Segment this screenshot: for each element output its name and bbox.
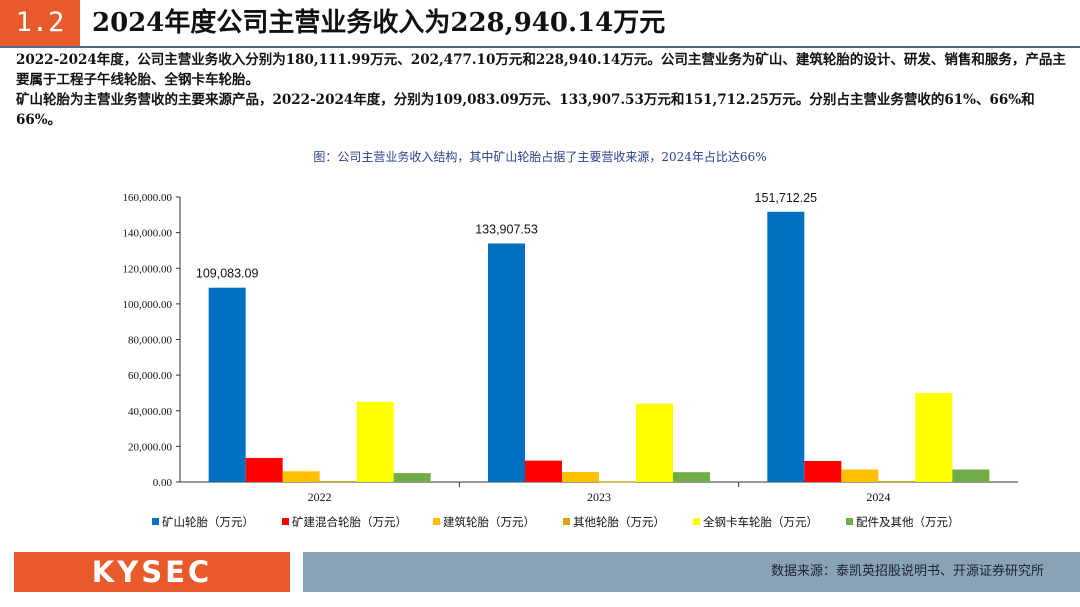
bar-2023-series-1 [525, 460, 562, 482]
data-label: 151,712.25 [755, 191, 818, 205]
legend-label: 配件及其他（万元） [856, 515, 960, 529]
y-tick-label: 120,000.00 [123, 263, 173, 275]
data-label: 133,907.53 [475, 222, 538, 236]
page-title: 2024年度公司主营业务收入为228,940.14万元 [92, 8, 666, 38]
bar-2022-series-1 [245, 457, 283, 482]
legend-swatch [152, 518, 159, 525]
bar-2022-series-2 [282, 471, 320, 482]
section-number: 1.2 [0, 0, 80, 46]
x-tick-label: 2022 [308, 490, 332, 504]
kysec-logo: KYSEC [14, 552, 290, 592]
legend-swatch [282, 518, 289, 525]
legend-label: 全钢卡车轮胎（万元） [703, 515, 818, 529]
bar-2023-series-0 [488, 243, 525, 482]
bar-2022-series-5 [393, 473, 431, 482]
bar-2023-series-4 [636, 403, 673, 482]
bar-2023-series-3 [599, 481, 636, 483]
body-paragraph-2: 矿山轮胎为主营业务营收的主要来源产品，2022-2024年度，分别为109,08… [16, 92, 1035, 128]
y-tick-label: 160,000.00 [123, 192, 173, 204]
bar-2023-series-5 [673, 472, 710, 482]
legend-swatch [433, 518, 440, 525]
bar-2024-series-1 [804, 460, 842, 482]
footer-bar: 数据来源：泰凯英招股说明书、开源证券研究所 [303, 552, 1080, 592]
bar-2024-series-4 [915, 392, 953, 482]
legend-label: 矿建混合轮胎（万元） [292, 515, 407, 529]
figure-caption: 图：公司主营业务收入结构，其中矿山轮胎占据了主要营收来源，2024年占比达66% [313, 150, 767, 164]
x-tick-label: 2023 [587, 490, 611, 504]
bar-2024-series-3 [878, 481, 916, 483]
data-source: 数据来源：泰凯英招股说明书、开源证券研究所 [770, 564, 1044, 579]
body-paragraph-1: 2022-2024年度，公司主营业务收入分别为180,111.99万元、202,… [16, 52, 1066, 88]
bar-2024-series-0 [767, 211, 805, 482]
legend-swatch [563, 518, 570, 525]
bar-2022-series-4 [356, 401, 394, 482]
y-tick-label: 80,000.00 [128, 335, 173, 347]
legend-label: 建筑轮胎（万元） [443, 515, 535, 529]
bar-2024-series-5 [952, 469, 990, 482]
legend-label: 矿山轮胎（万元） [162, 515, 254, 529]
x-tick-label: 2024 [866, 490, 890, 504]
y-tick-label: 0.00 [153, 477, 173, 489]
bar-2024-series-2 [841, 469, 879, 482]
y-tick-label: 100,000.00 [123, 299, 173, 311]
bar-2022-series-3 [319, 481, 357, 483]
y-tick-label: 20,000.00 [128, 441, 173, 453]
body-text: 2022-2024年度，公司主营业务收入分别为180,111.99万元、202,… [16, 50, 1068, 130]
y-tick-label: 40,000.00 [128, 406, 173, 418]
data-label: 109,083.09 [196, 267, 259, 281]
legend-swatch [693, 518, 700, 525]
header: 1.2 2024年度公司主营业务收入为228,940.14万元 [0, 0, 1080, 46]
legend-swatch [846, 518, 853, 525]
y-tick-label: 140,000.00 [123, 228, 173, 240]
bar-2022-series-0 [208, 287, 246, 482]
bar-2023-series-2 [562, 472, 599, 482]
legend-label: 其他轮胎（万元） [573, 515, 665, 529]
y-tick-label: 60,000.00 [128, 370, 173, 382]
title-divider [0, 46, 1080, 48]
bar-chart: 0.00 20,000.00 40,000.00 60,000.00 80,000.00… [123, 191, 1018, 529]
